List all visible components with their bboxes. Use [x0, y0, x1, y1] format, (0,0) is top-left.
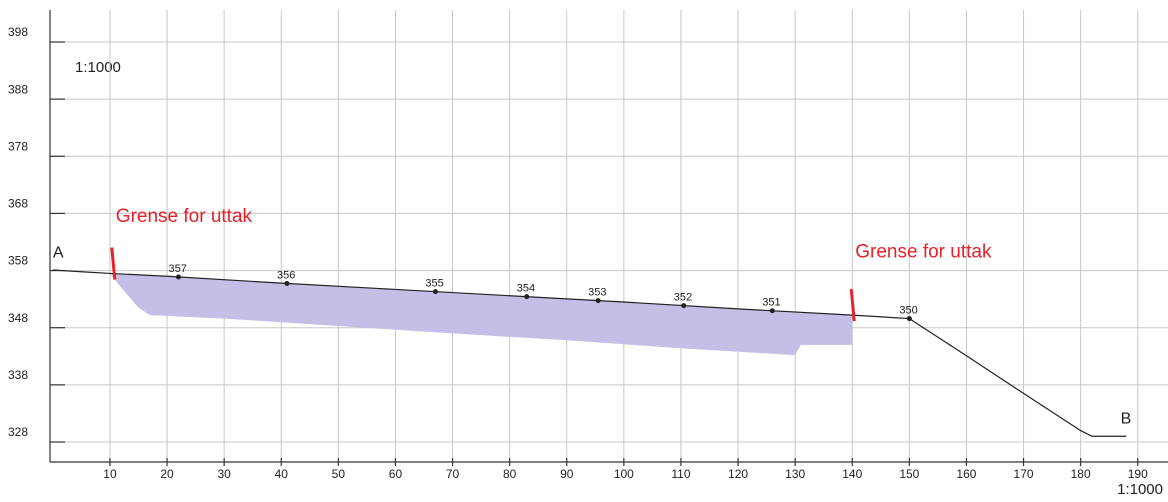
- y-tick-label: 378: [8, 139, 28, 153]
- boundary-marker: [849, 289, 856, 322]
- point-marker: [175, 274, 181, 280]
- y-tick-label: 328: [8, 425, 28, 439]
- point-marker: [906, 316, 912, 322]
- x-tick-label: 100: [614, 467, 634, 481]
- point-marker: [432, 289, 438, 295]
- x-tick-label: 50: [332, 467, 346, 481]
- point-label: 350: [899, 304, 917, 316]
- x-tick-label: 70: [446, 467, 460, 481]
- boundary-marker: [110, 247, 117, 280]
- x-tick-label: 120: [728, 467, 748, 481]
- point-label: 355: [425, 278, 443, 290]
- x-tick-label: 170: [1014, 467, 1034, 481]
- annotation: Grense for uttak: [855, 241, 992, 262]
- y-tick-label: 348: [8, 311, 28, 325]
- y-tick-label: 368: [8, 197, 28, 211]
- end-label: A: [53, 245, 64, 262]
- point-marker: [595, 298, 601, 304]
- point-marker: [681, 303, 687, 309]
- x-tick-label: 60: [389, 467, 403, 481]
- point-label: 356: [277, 269, 295, 281]
- point-label: 353: [588, 286, 606, 298]
- y-tick-label: 388: [8, 82, 28, 96]
- x-tick-label: 130: [785, 467, 805, 481]
- end-label: B: [1121, 410, 1132, 427]
- scale-label: 1:1000: [1117, 481, 1163, 498]
- point-label: 351: [762, 297, 780, 309]
- x-tick-label: 140: [842, 467, 862, 481]
- point-label: 352: [674, 292, 692, 304]
- point-marker: [284, 280, 290, 286]
- x-tick-label: 180: [1071, 467, 1091, 481]
- x-tick-label: 90: [560, 467, 574, 481]
- x-tick-label: 110: [671, 467, 690, 481]
- point-label: 357: [168, 263, 186, 275]
- x-tick-label: 160: [956, 467, 976, 481]
- x-tick-label: 10: [103, 467, 117, 481]
- x-tick-label: 30: [217, 467, 231, 481]
- y-tick-label: 358: [8, 254, 28, 268]
- x-tick-label: 80: [503, 467, 517, 481]
- annotation: Grense for uttak: [116, 206, 253, 227]
- y-tick-label: 338: [8, 368, 28, 382]
- extraction-area: [109, 273, 853, 356]
- x-tick-label: 40: [275, 467, 289, 481]
- point-label: 354: [517, 283, 535, 295]
- point-marker: [769, 308, 775, 314]
- scale-label: 1:1000: [75, 59, 121, 76]
- x-tick-label: 20: [160, 467, 174, 481]
- y-tick-label: 398: [8, 25, 28, 39]
- point-marker: [524, 294, 530, 300]
- x-tick-label: 150: [899, 467, 919, 481]
- terrain-line: [52, 269, 1127, 437]
- x-tick-label: 190: [1128, 467, 1148, 481]
